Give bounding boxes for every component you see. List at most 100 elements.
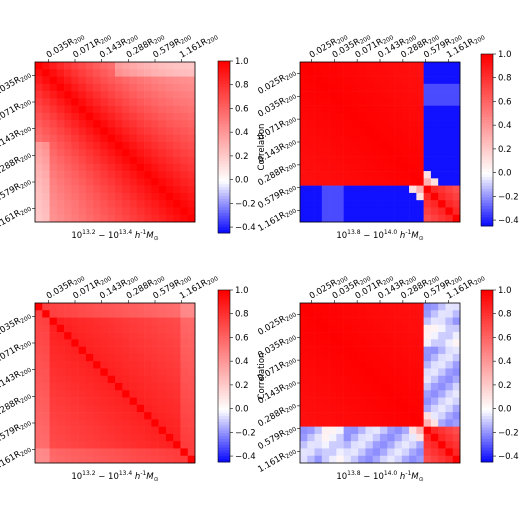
heatmap-cell: [35, 455, 43, 464]
heatmap-cell: [136, 156, 145, 165]
colorbar-step: [481, 56, 493, 61]
heatmap-cell: [85, 163, 94, 172]
heatmap-cell: [144, 91, 152, 99]
heatmap-cell: [380, 303, 388, 311]
heatmap-cell: [173, 178, 181, 186]
heatmap-cell: [85, 98, 94, 106]
heatmap-cell: [372, 441, 381, 449]
heatmap-cell: [365, 310, 374, 318]
heatmap-cell: [122, 200, 130, 208]
heatmap-cell: [394, 207, 403, 216]
heatmap-cell: [452, 419, 461, 427]
heatmap-cell: [321, 127, 330, 136]
heatmap-cell: [307, 375, 315, 384]
heatmap-cell: [401, 397, 410, 406]
heatmap-cell: [343, 207, 352, 216]
heatmap-cell: [144, 156, 152, 165]
heatmap-cell: [300, 156, 308, 165]
heatmap-cell: [452, 62, 461, 70]
heatmap-cell: [78, 433, 87, 442]
colorbar-step: [481, 71, 493, 75]
heatmap-cell: [336, 332, 344, 340]
heatmap-cell: [49, 332, 58, 340]
heatmap-cell: [49, 303, 58, 311]
heatmap-cell: [380, 98, 388, 106]
heatmap-cell: [430, 455, 439, 464]
heatmap-cell: [56, 419, 65, 427]
colorbar-frame: [217, 60, 231, 234]
heatmap-cell: [423, 185, 432, 194]
heatmap-cell: [35, 397, 43, 406]
heatmap-cell: [394, 69, 403, 77]
heatmap-cell: [365, 303, 374, 311]
heatmap-cell: [180, 142, 189, 150]
heatmap-cell: [350, 105, 359, 114]
colorbar-step: [481, 183, 493, 187]
colorbar-step: [218, 367, 230, 371]
heatmap-cell: [343, 419, 352, 427]
colorbar-step: [218, 407, 230, 411]
heatmap-cell: [165, 91, 174, 99]
heatmap-cell: [56, 207, 65, 216]
heatmap-cell: [115, 127, 123, 136]
heatmap-cell: [93, 375, 101, 384]
heatmap-cell: [187, 404, 196, 413]
heatmap-cell: [151, 214, 159, 223]
heatmap-cell: [452, 404, 461, 413]
heatmap-cell: [71, 353, 79, 362]
heatmap-cell: [380, 390, 388, 398]
heatmap-cell: [430, 303, 439, 311]
colorbar-step: [481, 208, 493, 213]
heatmap-cell: [49, 368, 58, 377]
colorbar-step: [481, 381, 493, 385]
heatmap-cell: [144, 178, 152, 186]
heatmap-cell: [445, 142, 454, 150]
heatmap-cell: [115, 383, 123, 391]
heatmap-cell: [35, 368, 43, 377]
heatmap-cell: [64, 310, 72, 318]
heatmap-cell: [336, 91, 344, 99]
heatmap-cell: [173, 383, 181, 391]
heatmap-cell: [321, 324, 330, 333]
heatmap-cell: [380, 339, 388, 347]
heatmap-cell: [93, 404, 101, 413]
heatmap-cell: [49, 361, 58, 369]
colorbar-step: [218, 387, 230, 391]
heatmap-cell: [401, 433, 410, 442]
colorbar-step: [481, 384, 493, 388]
colorbar-step: [218, 83, 230, 88]
heatmap-cell: [452, 112, 461, 121]
colorbar-step: [218, 390, 230, 394]
heatmap-cell: [329, 178, 337, 186]
heatmap-cell: [56, 134, 65, 143]
heatmap-cell: [409, 178, 417, 186]
heatmap-cell: [187, 83, 196, 92]
heatmap-cell: [71, 120, 79, 128]
heatmap-cell: [409, 303, 417, 311]
heatmap-cell: [300, 185, 308, 194]
heatmap-cell: [107, 368, 116, 377]
colorbar-step: [481, 74, 493, 78]
heatmap-cell: [100, 120, 109, 128]
heatmap-cell: [365, 91, 374, 99]
heatmap-cell: [71, 332, 79, 340]
colorbar-tick-label: 0.6: [498, 97, 512, 107]
heatmap-cell: [445, 368, 454, 377]
heatmap-cell: [35, 69, 43, 77]
colorbar-step: [481, 361, 493, 365]
heatmap-cell: [452, 426, 461, 435]
heatmap-cell: [387, 433, 395, 442]
colorbar-step: [218, 86, 230, 91]
heatmap-cell: [380, 62, 388, 70]
heatmap-cell: [307, 62, 315, 70]
heatmap-cell: [416, 317, 424, 326]
heatmap-cell: [336, 375, 344, 384]
heatmap-cell: [380, 76, 388, 85]
heatmap-cell: [49, 112, 58, 121]
heatmap-cell: [401, 207, 410, 216]
heatmap-cell: [358, 156, 366, 165]
heatmap-cell: [165, 200, 174, 208]
heatmap-cell: [321, 156, 330, 165]
heatmap-cell: [387, 163, 395, 172]
heatmap-cell: [151, 368, 159, 377]
